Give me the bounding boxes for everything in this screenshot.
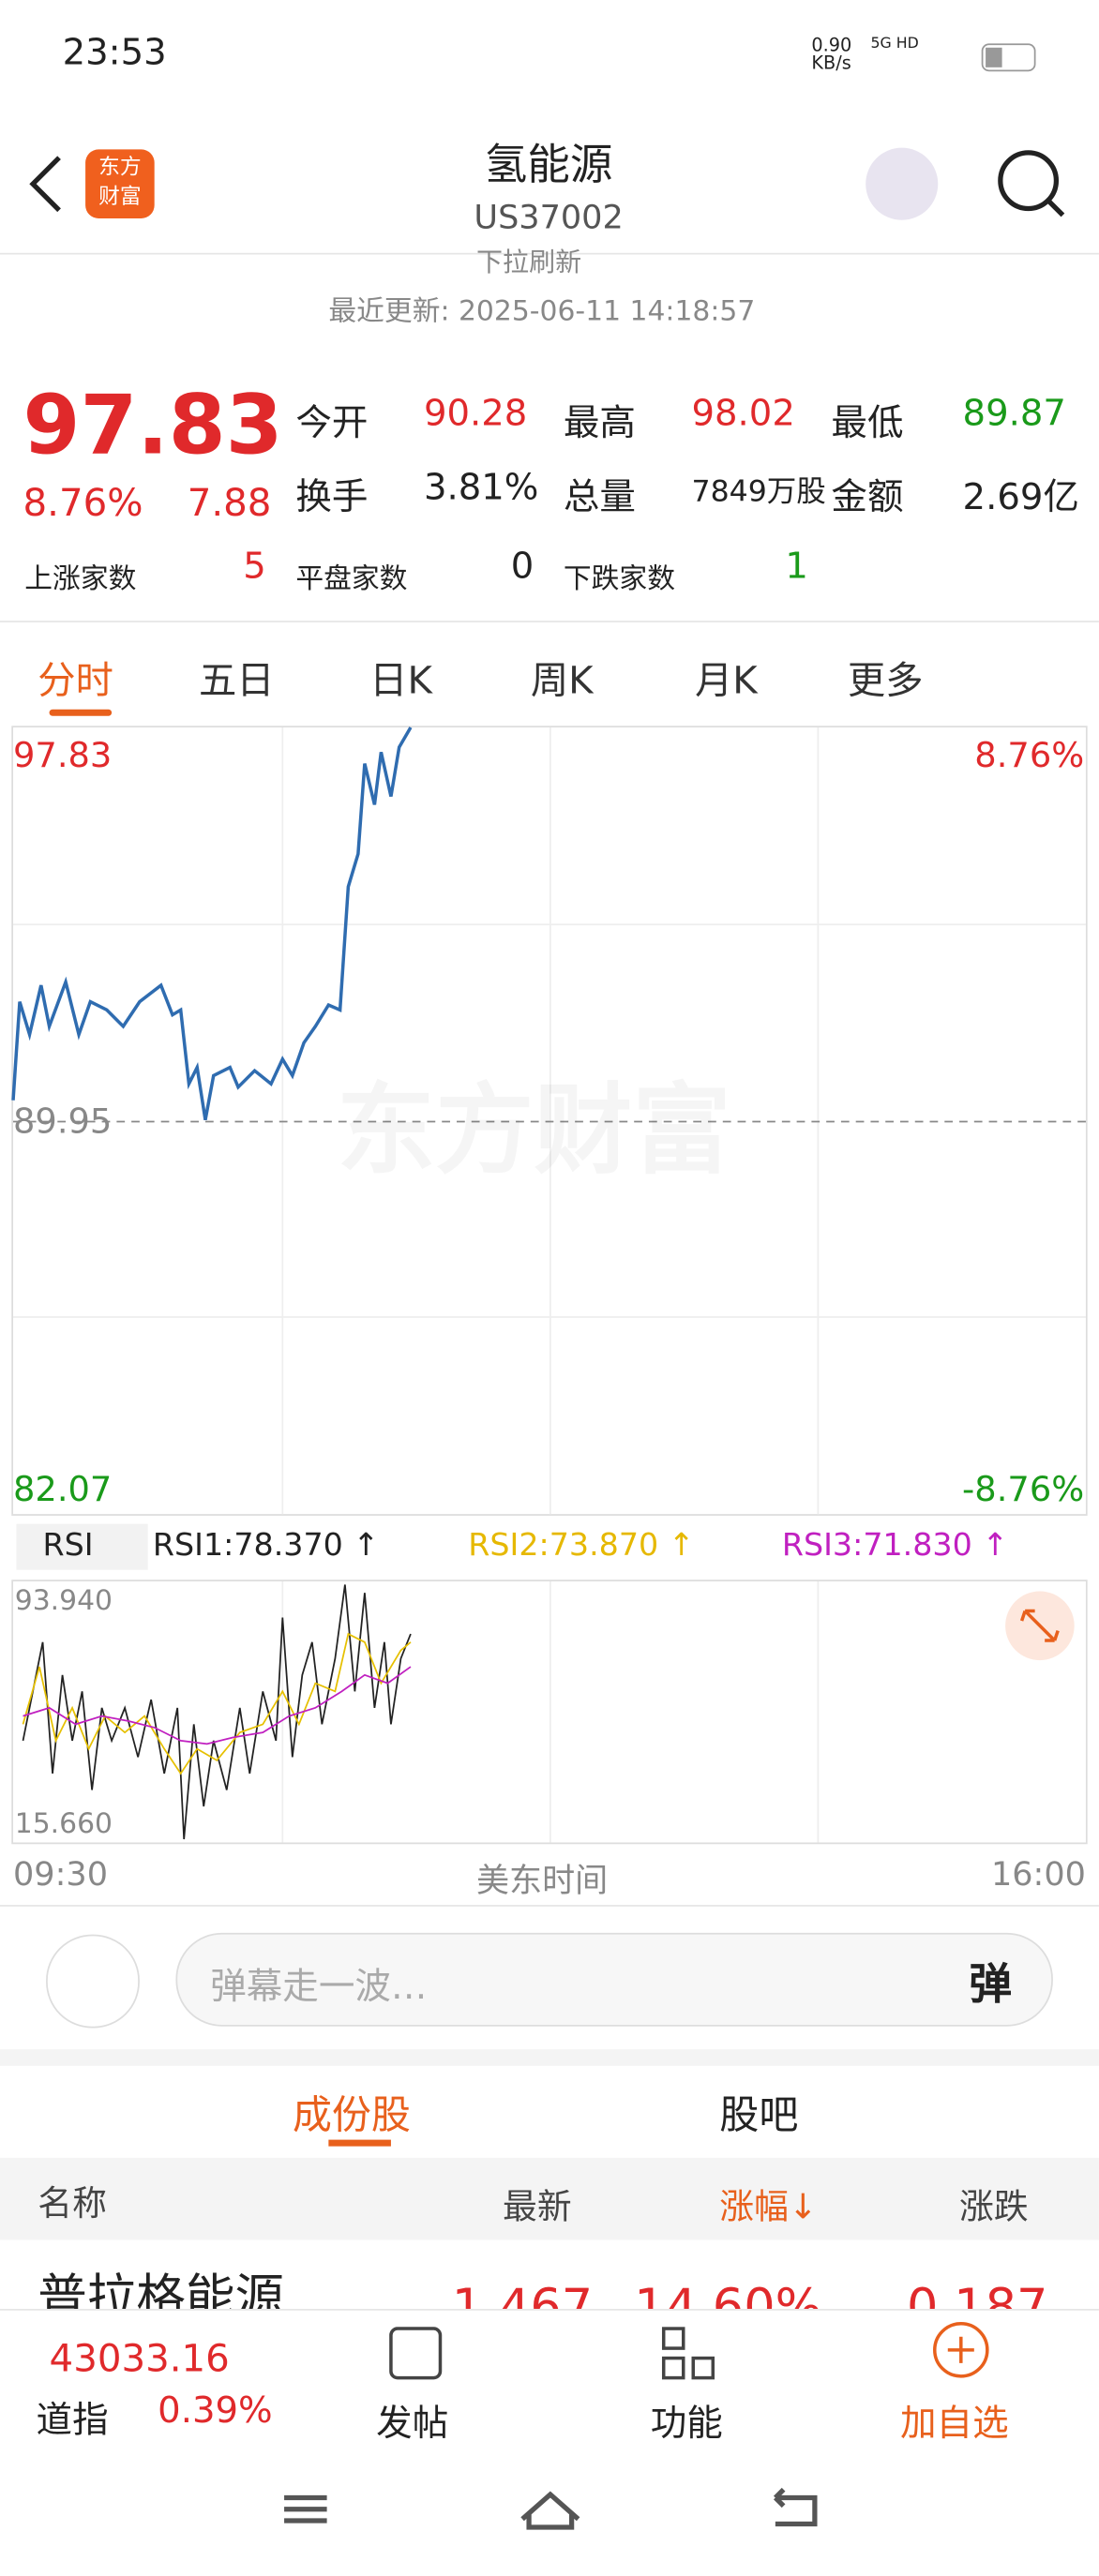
subtab[interactable]: 成份股	[292, 2091, 411, 2138]
breadth-value: 5	[243, 547, 266, 589]
status-time: 23:53	[62, 33, 167, 74]
watermark: 东方财富	[337, 1051, 730, 1193]
rsi-max: 93.940	[14, 1584, 113, 1618]
tab[interactable]: 分时	[38, 660, 113, 703]
subtab[interactable]: 股吧	[719, 2091, 799, 2138]
stat-value: 98.02	[691, 394, 795, 436]
logo[interactable]: 东方财富	[98, 156, 142, 211]
col-head[interactable]: 涨幅↓	[719, 2187, 818, 2227]
bottom-icons	[284, 2322, 989, 2530]
comment-input[interactable]	[175, 1932, 1053, 2027]
tab[interactable]: 月K	[695, 660, 758, 703]
network: 5G HD	[870, 36, 919, 53]
stat-value: 3.81%	[423, 468, 539, 510]
stat-label: 金额	[831, 477, 904, 519]
axis-label: -8.76%	[962, 1469, 1085, 1509]
breadth-label: 上涨家数	[24, 562, 137, 596]
time-end: 16:00	[990, 1853, 1086, 1894]
change: 7.88	[187, 483, 272, 526]
placeholder: 弹幕走一波…	[210, 1967, 428, 2009]
action[interactable]: 加自选	[899, 2404, 1009, 2446]
action[interactable]: 发帖	[376, 2404, 449, 2446]
stat-value: 7849万股	[691, 474, 826, 510]
stat-value: 90.28	[423, 394, 528, 436]
refresh-time: 最近更新: 2025-06-11 14:18:57	[328, 295, 756, 329]
rsi2: RSI2:73.870 ↑	[468, 1527, 695, 1564]
rsi3: RSI3:71.830 ↑	[781, 1527, 1009, 1564]
tab[interactable]: 更多	[847, 660, 924, 703]
index-pct: 0.39%	[158, 2390, 273, 2433]
stat-label: 今开	[295, 403, 369, 445]
col-head[interactable]: 最新	[503, 2187, 572, 2227]
time-start: 09:30	[13, 1853, 108, 1894]
axis-label: 97.83	[13, 735, 113, 775]
tab[interactable]: 周K	[530, 660, 594, 703]
time-zone: 美东时间	[476, 1860, 609, 1900]
breadth-label: 平盘家数	[295, 562, 408, 596]
rsi1: RSI1:78.370 ↑	[152, 1527, 380, 1564]
code: US37002	[474, 197, 624, 237]
col-head: 名称	[38, 2183, 107, 2224]
refresh-hint: 下拉刷新	[476, 246, 582, 278]
tab[interactable]: 日K	[369, 660, 432, 703]
stat-value: 2.69亿	[962, 477, 1079, 519]
index-name: 道指	[36, 2401, 109, 2442]
stat-label: 最低	[831, 403, 904, 445]
change-pct: 8.76%	[23, 483, 143, 526]
index-value: 43033.16	[49, 2338, 230, 2382]
stat-label: 换手	[295, 477, 369, 519]
net-speed: 0.90 KB/s	[811, 34, 852, 74]
axis-label: 8.76%	[974, 735, 1085, 775]
comment-toggle[interactable]	[46, 1934, 140, 2029]
stat-label: 总量	[563, 477, 636, 519]
breadth-value: 1	[785, 547, 808, 589]
action[interactable]: 功能	[650, 2404, 723, 2446]
danmu-btn[interactable]: 弹	[969, 1960, 1013, 2011]
charts	[11, 726, 1088, 1845]
breadth-value: 0	[510, 547, 534, 589]
tab[interactable]: 五日	[198, 660, 275, 703]
axis-label: 82.07	[13, 1469, 113, 1509]
header-icons	[29, 43, 1065, 220]
col-head[interactable]: 涨跌	[959, 2187, 1029, 2227]
rsi-min: 15.660	[14, 1807, 113, 1841]
price: 97.83	[23, 377, 283, 473]
breadth-label: 下跌家数	[563, 562, 675, 596]
rsi-selector[interactable]: RSI	[42, 1527, 94, 1564]
title: 氢能源	[484, 141, 613, 191]
stat-label: 最高	[563, 403, 636, 445]
stat-value: 89.87	[962, 394, 1066, 436]
axis-label: 89.95	[13, 1101, 113, 1142]
